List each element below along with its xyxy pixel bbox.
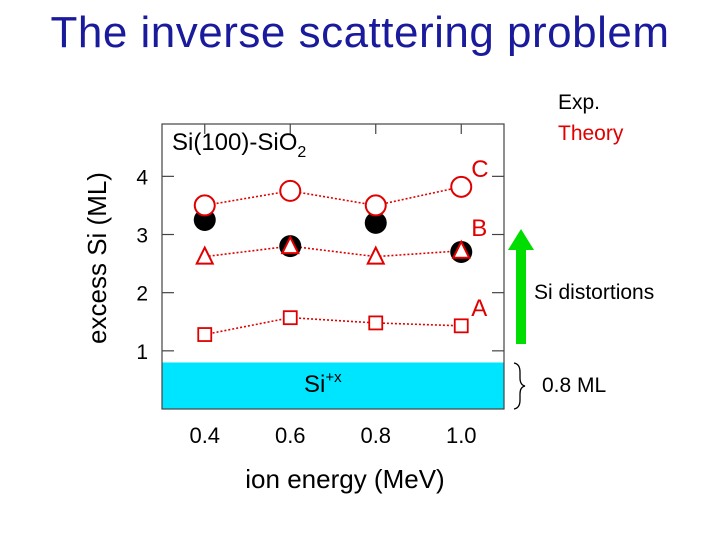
series-layer: [193, 175, 473, 342]
point-a: [368, 315, 384, 331]
point-a: [197, 327, 213, 342]
series-label-a: A: [471, 295, 487, 322]
point-c: [450, 175, 473, 198]
point-c: [364, 194, 387, 217]
x-tick-label: 0.8: [360, 423, 391, 448]
band-brace: [513, 362, 526, 410]
exp-point: [364, 211, 387, 234]
y-tick-label: 2: [136, 283, 148, 306]
point-c: [193, 194, 216, 217]
si-distortions-label: Si distortions: [534, 281, 654, 304]
panel-label-base: Si(100)-SiO: [172, 129, 297, 156]
point-a: [453, 318, 469, 334]
point-b: [366, 245, 386, 265]
panel-label: Si(100)-SiO2: [172, 129, 306, 161]
x-tick-label: 1.0: [446, 423, 477, 448]
band-thickness-label: 0.8 ML: [542, 374, 606, 397]
x-axis-label: ion energy (MeV): [245, 464, 444, 494]
y-tick-label: 4: [136, 166, 148, 189]
y-tick-label: 3: [136, 225, 148, 248]
series-line-c: [204, 186, 462, 207]
distortion-arrow: [508, 229, 534, 344]
point-b: [280, 234, 300, 255]
y-tick-label: 1: [136, 341, 148, 364]
legend-exp: Exp.: [558, 91, 600, 114]
series-line-a: [204, 316, 462, 336]
series-line-b: [204, 245, 462, 258]
x-tick-label: 0.6: [275, 423, 306, 448]
point-b: [195, 245, 215, 265]
band-label-base: Si: [304, 371, 325, 398]
series-label-b: B: [471, 215, 487, 242]
point-b: [451, 239, 471, 259]
point-a: [282, 310, 298, 326]
legend-theory: Theory: [558, 122, 624, 145]
band-label: Si+x: [304, 369, 342, 398]
point-c: [279, 179, 302, 202]
y-axis-label: excess Si (ML): [82, 172, 112, 344]
series-label-c: C: [471, 156, 488, 183]
plot-frame: [161, 123, 505, 410]
x-ticks: 0.4 0.6 0.8 1.0: [189, 124, 477, 448]
panel-label-sub: 2: [297, 144, 306, 161]
band-label-sup: +x: [325, 369, 342, 386]
si-band: [162, 362, 504, 409]
y-ticks: 1 2 3 4: [136, 166, 504, 364]
slide-title: The inverse scattering problem: [50, 8, 670, 57]
x-tick-label: 0.4: [189, 423, 220, 448]
